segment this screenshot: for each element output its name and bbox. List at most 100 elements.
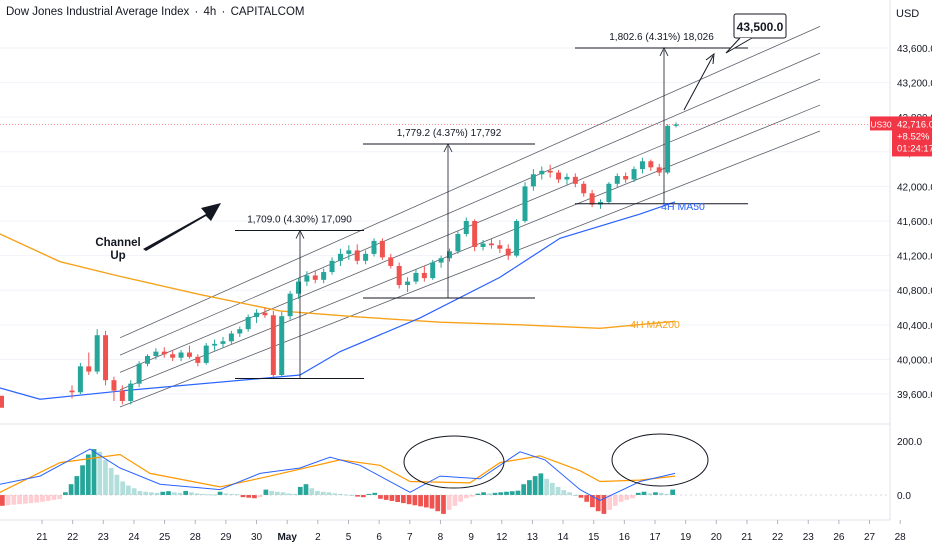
time-tick: 20 [711,532,723,543]
candle-body [614,176,620,184]
time-tick: 16 [619,532,631,543]
histogram-bar [211,494,217,496]
histogram-bar [126,485,131,495]
symbol-name: Dow Jones Industrial Average Index [6,6,190,18]
histogram-bar [194,493,200,495]
histogram-bar [274,491,280,495]
time-tick: 19 [680,532,692,543]
channel-label: Up [110,250,125,262]
time-tick: 22 [772,532,784,543]
histogram-bar [601,495,607,514]
histogram-bar [292,493,297,495]
target-box-tail [725,37,753,54]
histogram-bar [584,495,590,502]
histogram-bar [446,495,452,510]
histogram-bar [0,495,5,506]
histogram-bar [406,495,412,505]
candle-body [103,335,109,381]
measure-3-label: 1,802.6 (4.31%) 18,026 [609,32,714,43]
channel-label: Channel [95,237,140,249]
candle-body [119,390,125,401]
candle-body [497,245,503,249]
histogram-bar [246,495,252,498]
histogram-bar [171,492,177,495]
candle-body [346,250,352,254]
histogram-bar [658,492,664,495]
price-tick: 43,200.0 [897,79,932,90]
histogram-bar [257,495,263,498]
histogram-bar [11,495,17,505]
candle-body [539,170,545,175]
timeframe[interactable]: 4h [203,6,217,18]
time-tick: 9 [468,532,474,543]
histogram-bar [360,495,366,498]
histogram-bar [206,494,211,496]
candle-body [186,352,192,357]
candle-body [472,221,478,247]
candle-body [631,169,637,180]
candle-body [329,260,335,273]
candle-body [656,167,662,173]
candle-body [228,333,234,342]
target-label: 43,500.0 [737,20,784,34]
candle-body [488,243,494,246]
time-axis[interactable]: 21 22 23 24 25 28 29 30 May 2 5 6 7 8 9 12 13 14 15 16 17 19 2… [36,520,906,543]
time-tick: 8 [438,532,444,543]
candle-body [639,161,645,170]
histogram-bar [252,495,257,499]
histogram-bar [389,495,395,501]
candle-body [287,293,293,317]
candle-body [648,161,654,168]
candles [0,122,679,408]
histogram-bar [63,492,68,495]
histogram-bar [418,495,423,507]
measure-2-label: 1,779.2 (4.37%) 17,792 [397,128,502,139]
time-tick: 21 [36,532,48,543]
candle-body [447,251,452,259]
candle-body [153,351,159,356]
title-separator: · [194,6,199,18]
ma50-path [0,201,676,400]
candle-body [430,262,436,279]
candle-body [371,240,377,254]
candle-body [136,363,142,384]
candle-body [312,275,318,280]
candle-body [463,221,469,234]
candle-body [623,176,629,180]
histogram-bar [80,465,85,495]
channel-line [119,130,821,408]
candle-body [505,248,511,256]
histogram-bar [137,490,143,495]
candle-body [296,281,301,294]
histogram-bar [378,495,383,499]
histogram-bar [469,495,475,497]
histogram-bar [441,495,446,514]
candle-body [321,272,327,280]
candle-body [94,335,100,372]
histogram-bar [22,495,28,504]
histogram-bar [572,495,578,496]
histogram-bar [452,495,458,506]
histogram-bar [45,495,51,501]
candle-body [581,183,587,194]
histogram-bar [34,495,40,503]
candle-body [304,275,310,282]
histogram-bar [17,495,22,505]
histogram-bar [567,492,572,495]
measure-3-arrowhead [659,47,669,57]
channel-line [119,52,821,356]
candle-body [455,233,461,252]
currency-label[interactable]: USD [896,8,920,20]
price-tick: 40,800.0 [897,286,932,297]
grid [0,0,891,521]
histogram-bar [166,491,171,495]
histogram-bar [91,449,97,495]
histogram-bar [612,495,618,506]
price-axis[interactable]: 43,600.043,200.042,800.042,400.042,000.0… [870,44,932,502]
histogram-bar [229,493,234,495]
time-tick: 30 [251,532,263,543]
channel-line [119,104,821,391]
histogram-bar [578,495,584,498]
histogram-bar [561,490,567,495]
